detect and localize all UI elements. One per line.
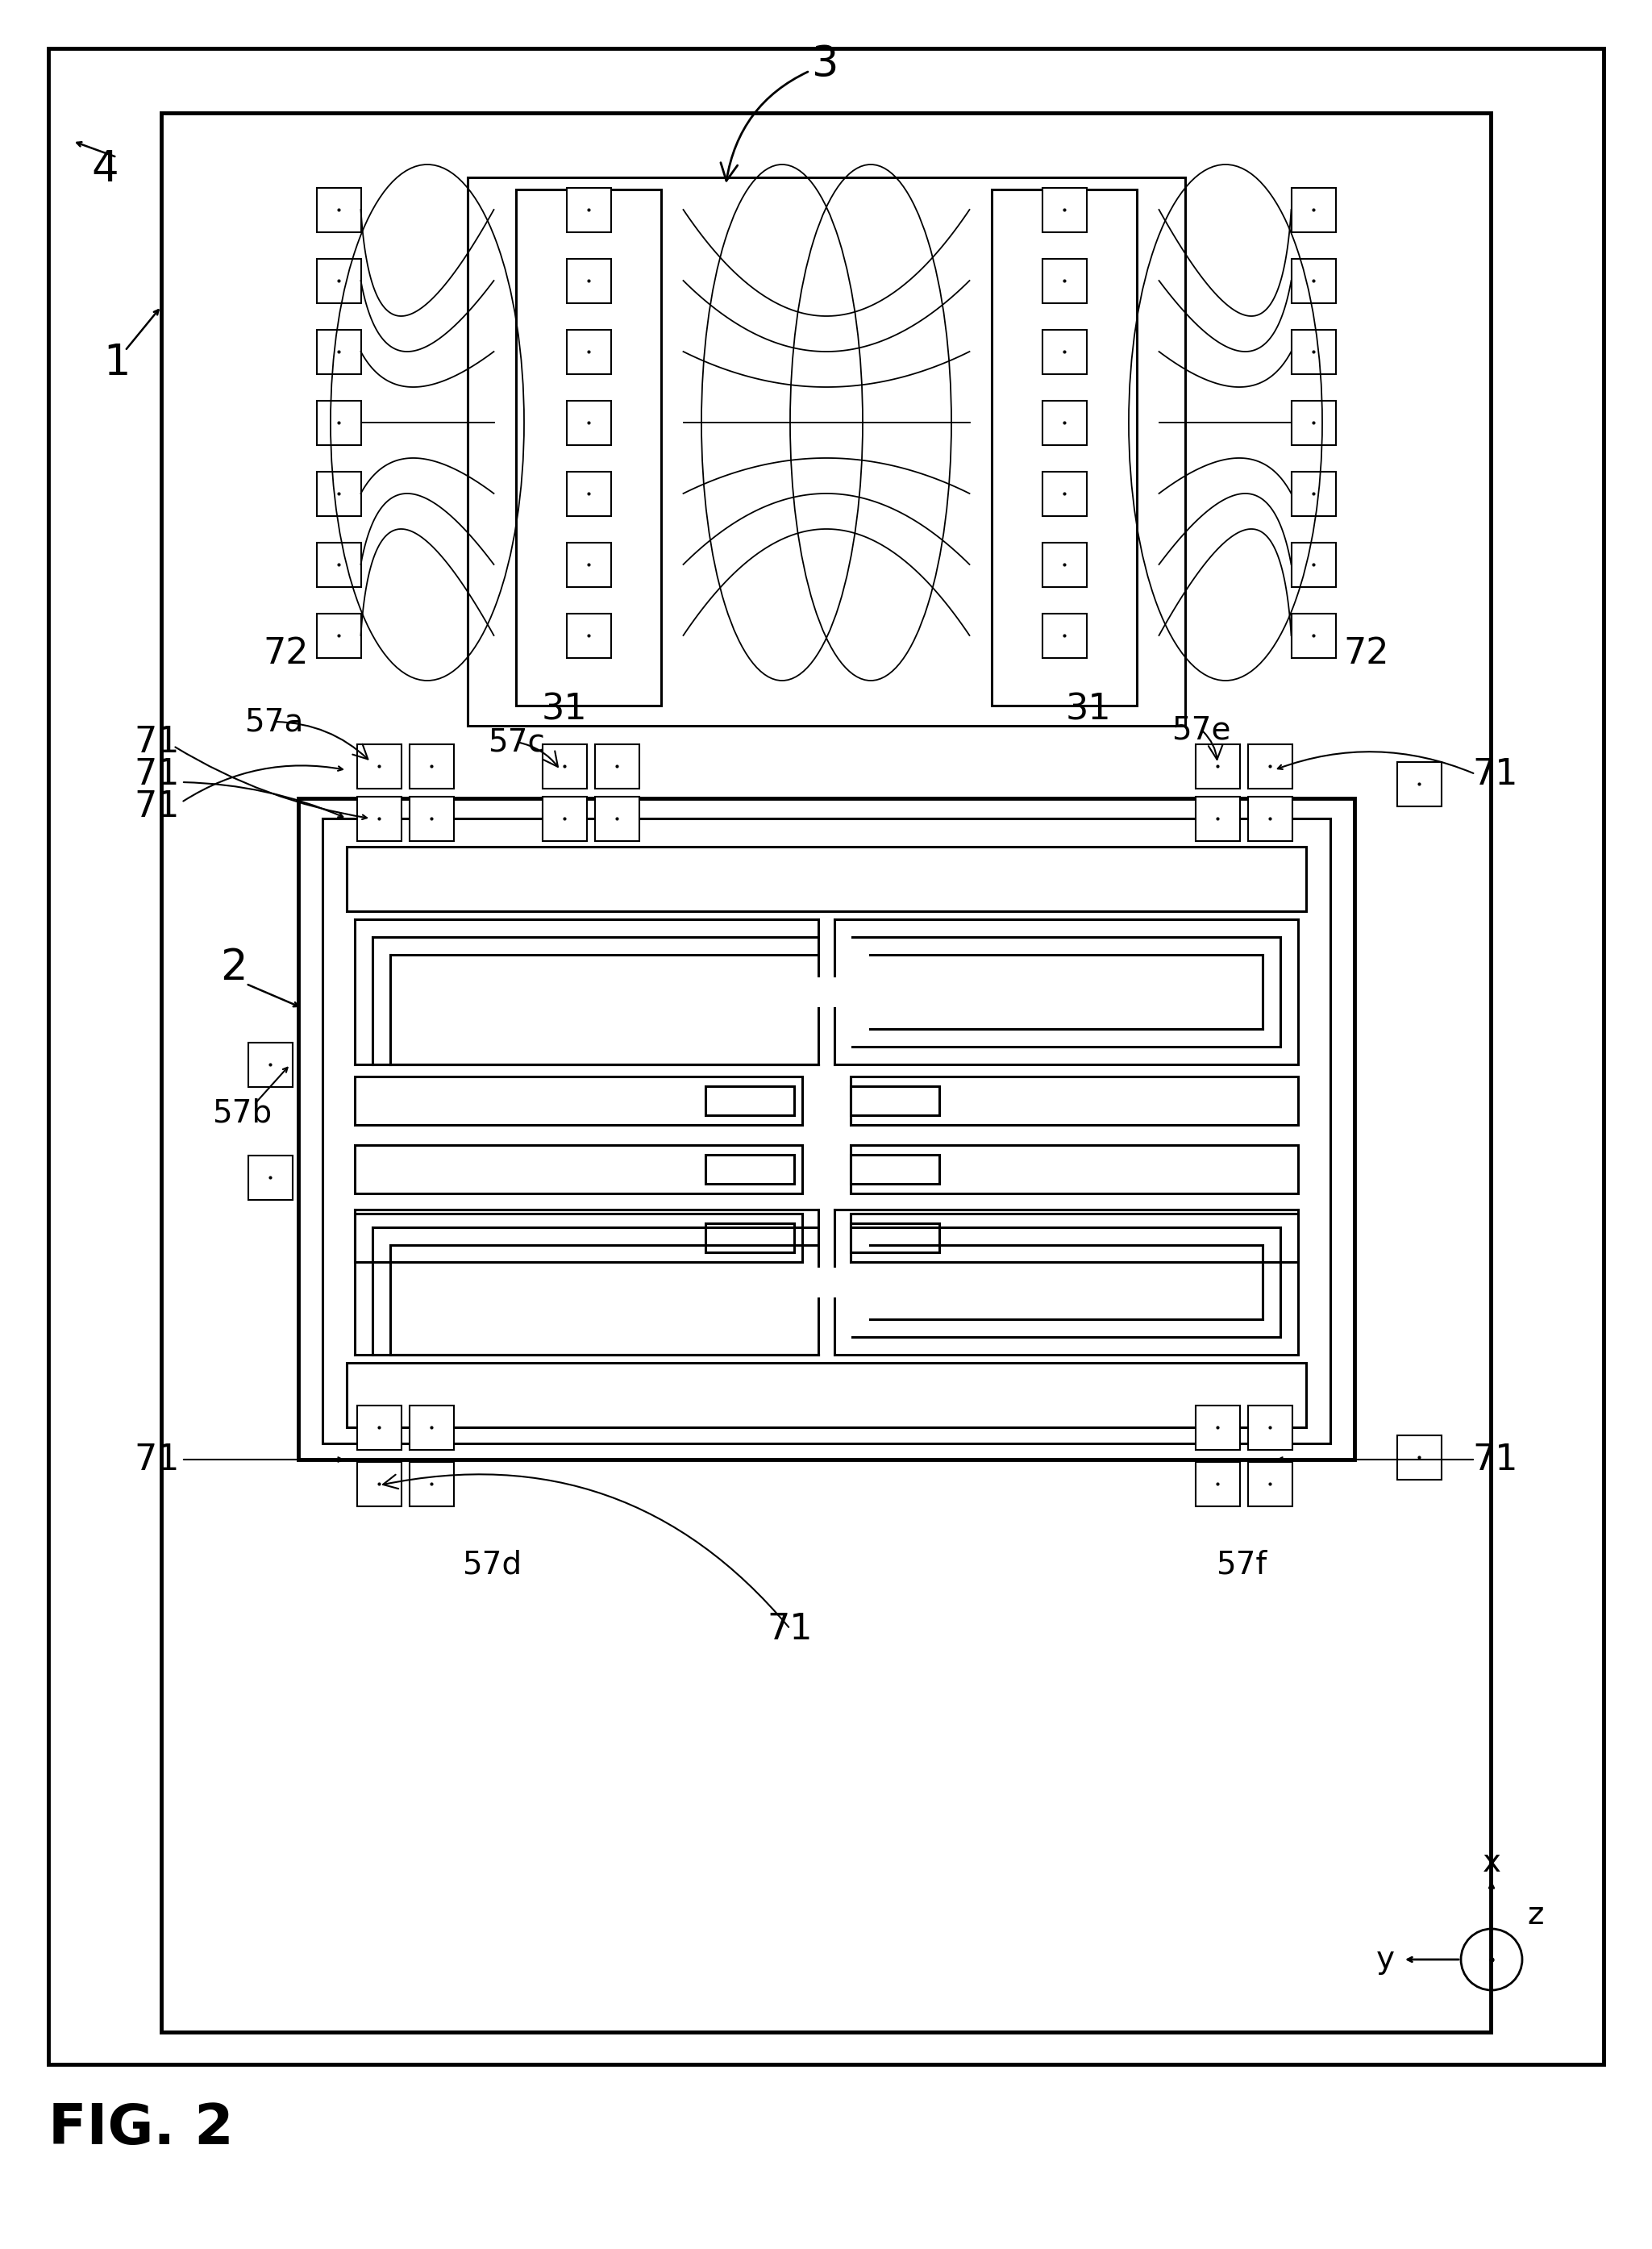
Text: 57f: 57f xyxy=(1216,1550,1267,1579)
Bar xyxy=(357,796,401,841)
Bar xyxy=(357,744,401,787)
Bar xyxy=(595,744,639,787)
Text: 71: 71 xyxy=(767,1613,813,1646)
Text: 57d: 57d xyxy=(463,1550,522,1579)
Bar xyxy=(1247,1462,1292,1507)
Text: 31: 31 xyxy=(1066,693,1112,726)
Bar xyxy=(1247,796,1292,841)
Bar xyxy=(595,796,639,841)
Bar xyxy=(1292,614,1335,657)
Bar xyxy=(357,1406,401,1448)
Bar xyxy=(1196,1406,1239,1448)
Bar xyxy=(1398,762,1441,805)
Text: x: x xyxy=(1482,1846,1500,1878)
Bar xyxy=(355,1077,803,1124)
Text: 57c: 57c xyxy=(487,726,545,758)
Bar xyxy=(991,189,1137,706)
Bar xyxy=(322,819,1330,1444)
Bar xyxy=(317,614,360,657)
Bar xyxy=(1042,400,1087,445)
Bar xyxy=(357,1462,401,1507)
Bar xyxy=(567,328,611,373)
Bar xyxy=(567,614,611,657)
Bar xyxy=(1292,259,1335,304)
Bar xyxy=(1196,796,1239,841)
Bar xyxy=(299,798,1355,1460)
Bar xyxy=(1042,328,1087,373)
Text: 71: 71 xyxy=(134,1442,180,1478)
Text: z: z xyxy=(1528,1900,1545,1930)
Bar xyxy=(1398,1435,1441,1480)
Text: 3: 3 xyxy=(720,43,839,180)
Bar xyxy=(48,49,1604,2065)
Bar xyxy=(1292,472,1335,515)
Bar xyxy=(317,259,360,304)
Text: 57b: 57b xyxy=(211,1098,273,1129)
Bar xyxy=(567,472,611,515)
Bar xyxy=(515,189,661,706)
Bar xyxy=(347,1363,1307,1428)
Bar xyxy=(1247,744,1292,787)
Bar xyxy=(410,1462,454,1507)
Bar xyxy=(1247,1406,1292,1448)
Bar xyxy=(1292,187,1335,232)
Bar xyxy=(317,400,360,445)
Bar xyxy=(542,796,586,841)
Bar xyxy=(317,472,360,515)
Bar xyxy=(542,744,586,787)
Text: 72: 72 xyxy=(263,636,309,670)
Bar xyxy=(567,259,611,304)
Bar xyxy=(705,1086,795,1116)
Text: 1: 1 xyxy=(104,342,131,385)
Bar xyxy=(162,112,1490,2033)
Bar xyxy=(567,542,611,587)
Bar xyxy=(851,1145,1298,1194)
Text: 71: 71 xyxy=(1474,758,1518,792)
Bar xyxy=(1042,259,1087,304)
Bar xyxy=(1042,542,1087,587)
Bar xyxy=(1292,400,1335,445)
Bar xyxy=(410,744,454,787)
Bar xyxy=(317,328,360,373)
Text: 57e: 57e xyxy=(1171,715,1231,744)
Bar xyxy=(1042,614,1087,657)
Bar xyxy=(851,1077,1298,1124)
Bar xyxy=(851,1223,940,1253)
Bar xyxy=(567,400,611,445)
Text: 72: 72 xyxy=(1343,636,1389,670)
Bar xyxy=(1042,187,1087,232)
Bar xyxy=(410,1406,454,1448)
Text: 71: 71 xyxy=(134,724,180,760)
Bar xyxy=(1292,542,1335,587)
Bar xyxy=(851,1154,940,1183)
Text: 4: 4 xyxy=(91,148,119,191)
Bar xyxy=(1292,328,1335,373)
Bar xyxy=(355,1214,803,1262)
Bar xyxy=(317,187,360,232)
Text: y: y xyxy=(1376,1943,1394,1975)
Bar xyxy=(410,796,454,841)
Bar xyxy=(705,1223,795,1253)
Bar xyxy=(317,542,360,587)
Bar xyxy=(851,1086,940,1116)
Text: 71: 71 xyxy=(1474,1442,1518,1478)
Bar xyxy=(468,178,1184,726)
Bar xyxy=(248,1156,292,1199)
Text: 57a: 57a xyxy=(244,706,304,738)
Bar xyxy=(567,187,611,232)
Bar xyxy=(1196,744,1239,787)
Text: FIG. 2: FIG. 2 xyxy=(48,2103,233,2157)
Bar xyxy=(347,846,1307,911)
Text: 71: 71 xyxy=(134,789,180,823)
Bar xyxy=(851,1214,1298,1262)
Text: 31: 31 xyxy=(542,693,586,726)
Bar xyxy=(248,1041,292,1086)
Bar xyxy=(1196,1462,1239,1507)
Bar xyxy=(355,1145,803,1194)
Bar xyxy=(1042,472,1087,515)
Text: 2: 2 xyxy=(220,947,248,990)
Text: 71: 71 xyxy=(134,758,180,792)
Bar xyxy=(705,1154,795,1183)
